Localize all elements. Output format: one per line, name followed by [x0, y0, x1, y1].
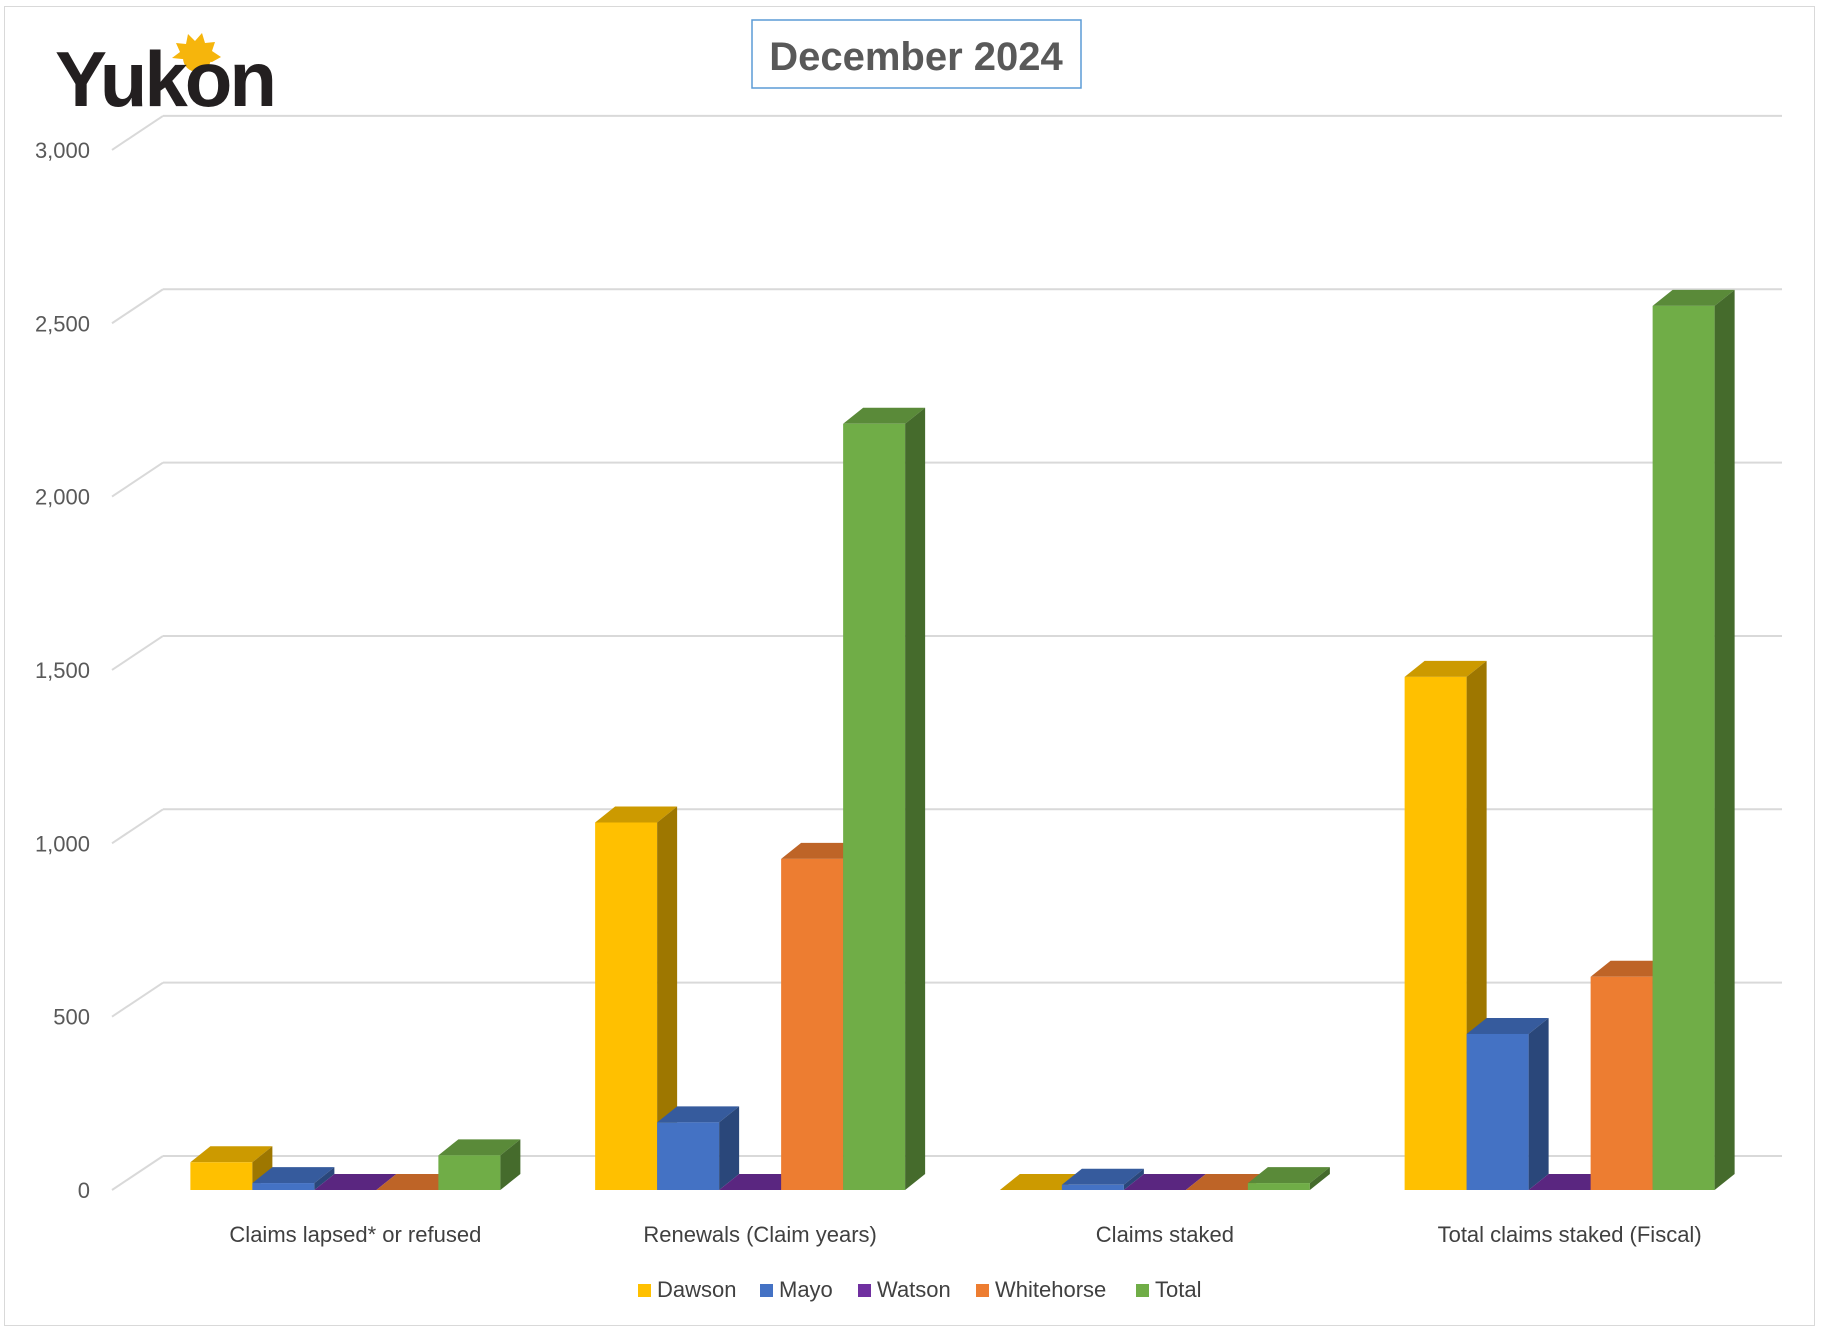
legend-swatch — [976, 1284, 989, 1297]
legend-item: Total — [1136, 1277, 1201, 1302]
bars — [190, 289, 1735, 1191]
legend-label: Whitehorse — [995, 1277, 1106, 1302]
legend-swatch — [858, 1284, 871, 1297]
bar-total — [438, 1139, 521, 1190]
chart-title: December 2024 — [769, 35, 1063, 79]
bar-total — [843, 407, 926, 1191]
bar-dawson — [999, 1174, 1082, 1190]
legend-label: Mayo — [779, 1277, 833, 1302]
y-tick-label: 3,000 — [35, 138, 90, 163]
legend: Dawson Mayo Watson Whitehorse Total — [638, 1277, 1201, 1302]
bar-dawson — [190, 1146, 273, 1190]
gridline-diagonal — [111, 981, 164, 1018]
gridline-diagonal — [111, 288, 164, 325]
category-label: Claims staked — [1096, 1222, 1234, 1247]
y-tick-label: 1,500 — [35, 658, 90, 683]
category-label: Claims lapsed* or refused — [229, 1222, 481, 1247]
sun-icon — [172, 33, 221, 72]
gridline-diagonal — [111, 635, 164, 671]
bar-mayo — [1466, 1017, 1549, 1190]
gridline-diagonal — [111, 461, 164, 498]
bar-total — [1247, 1167, 1330, 1190]
bar-mayo — [252, 1167, 335, 1190]
legend-swatch — [1136, 1284, 1149, 1297]
bar-total — [1652, 289, 1735, 1190]
bar-watson — [1528, 1174, 1611, 1190]
gridline-diagonal — [111, 115, 164, 151]
legend-label: Watson — [877, 1277, 951, 1302]
bar-mayo — [657, 1106, 740, 1190]
legend-item: Whitehorse — [976, 1277, 1106, 1302]
legend-item: Mayo — [760, 1277, 833, 1302]
yukon-logo: Yukon — [55, 33, 277, 123]
category-label: Renewals (Claim years) — [643, 1222, 877, 1247]
legend-item: Dawson — [638, 1277, 736, 1302]
y-tick-label: 2,000 — [35, 485, 90, 510]
bar-mayo — [1061, 1168, 1144, 1190]
bar-whitehorse — [376, 1174, 459, 1190]
bar-whitehorse — [1185, 1174, 1268, 1190]
bar-watson — [314, 1174, 397, 1190]
bar-dawson — [595, 806, 678, 1190]
category-label: Total claims staked (Fiscal) — [1438, 1222, 1702, 1247]
y-tick-label: 0 — [78, 1178, 90, 1203]
x-axis-categories: Claims lapsed* or refused Renewals (Claim… — [229, 1222, 1701, 1247]
legend-swatch — [760, 1284, 773, 1297]
y-tick-label: 500 — [53, 1005, 90, 1030]
legend-item: Watson — [858, 1277, 951, 1302]
legend-label: Total — [1155, 1277, 1201, 1302]
y-tick-label: 1,000 — [35, 831, 90, 856]
y-tick-label: 2,500 — [35, 311, 90, 336]
gridline-diagonal — [111, 1155, 164, 1191]
y-axis-ticks: 0 500 1,000 1,500 2,000 2,500 3,000 — [35, 138, 90, 1203]
legend-label: Dawson — [657, 1277, 736, 1302]
logo-text: Yukon — [55, 35, 274, 123]
bar-watson — [1123, 1174, 1206, 1190]
bar-watson — [719, 1174, 802, 1190]
legend-swatch — [638, 1284, 651, 1297]
chart-title-box: December 2024 — [751, 19, 1082, 89]
gridline-diagonal — [111, 808, 164, 845]
